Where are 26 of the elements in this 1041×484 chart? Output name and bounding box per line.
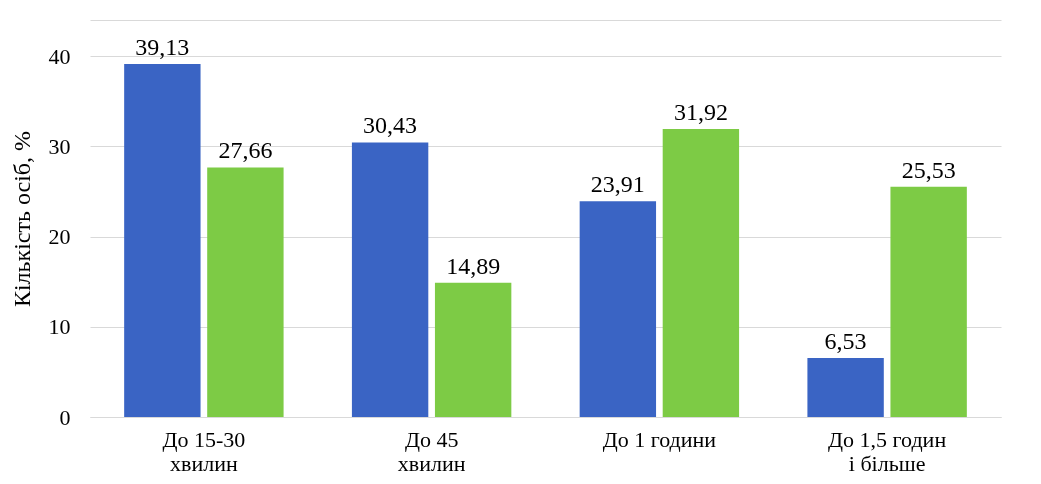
x-tick-label: До 1 години: [602, 426, 717, 452]
x-tick-label: До 45 хвилин: [397, 426, 466, 476]
y-tick-label: 0: [59, 404, 71, 430]
x-tick-label: До 1,5 годин і більше: [828, 426, 947, 476]
bar: [662, 128, 740, 417]
data-label: 14,89: [446, 252, 501, 279]
bar: [351, 142, 429, 417]
y-axis-title: Кількість осіб, %: [8, 130, 35, 308]
data-label: 31,92: [673, 98, 728, 125]
y-tick-label: 30: [48, 133, 71, 159]
y-tick-label: 20: [48, 224, 71, 250]
bar: [207, 167, 284, 417]
bar: [124, 63, 201, 417]
data-label: 25,53: [901, 156, 956, 183]
y-tick-label: 40: [48, 43, 71, 69]
x-tick-label: До 15-30 хвилин: [162, 426, 246, 476]
data-label: 27,66: [218, 137, 273, 164]
data-label: 6,53: [824, 328, 867, 355]
y-tick-label: 10: [48, 314, 71, 340]
data-label: 23,91: [590, 171, 645, 198]
bar: [579, 201, 657, 417]
bar: [890, 186, 967, 417]
bar: [434, 282, 512, 417]
bar: [807, 358, 884, 417]
data-label: 30,43: [363, 112, 418, 139]
data-label: 39,13: [135, 33, 190, 60]
